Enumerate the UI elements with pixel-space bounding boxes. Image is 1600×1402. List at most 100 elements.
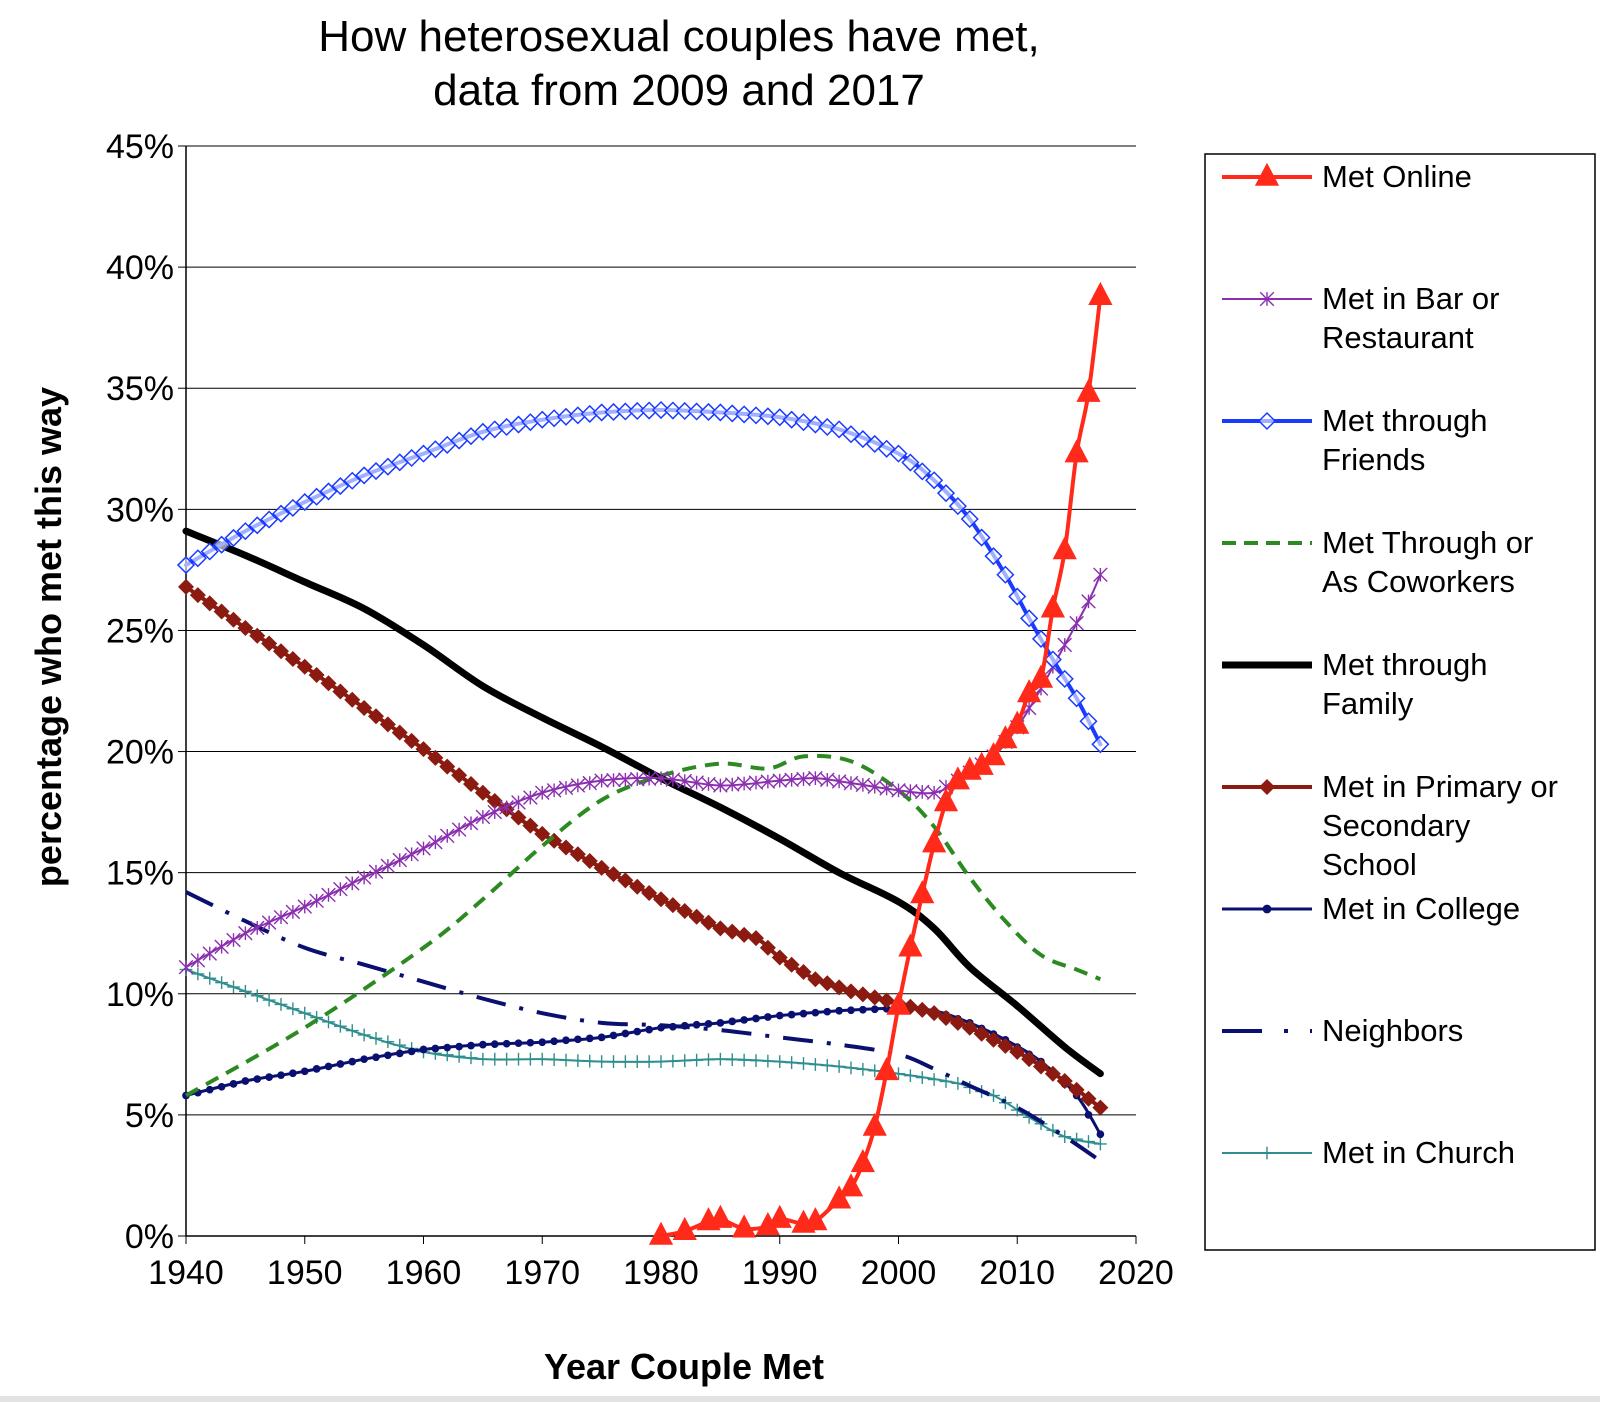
data-point xyxy=(868,1064,882,1078)
data-point xyxy=(241,1077,250,1085)
data-point xyxy=(653,770,669,786)
data-point xyxy=(538,1038,547,1047)
data-point xyxy=(1067,689,1086,708)
data-point xyxy=(823,1007,832,1016)
y-axis-title: percentage who met this way xyxy=(28,387,69,887)
data-point xyxy=(452,1049,466,1063)
data-point xyxy=(985,1031,1002,1048)
data-point xyxy=(582,775,598,791)
data-point xyxy=(439,828,455,844)
data-point xyxy=(981,742,1006,766)
data-point xyxy=(237,620,254,637)
data-point xyxy=(969,751,994,775)
data-point xyxy=(629,771,645,787)
data-point xyxy=(806,415,825,434)
data-point xyxy=(214,939,229,955)
data-point xyxy=(296,658,313,675)
series-line xyxy=(182,527,1104,1078)
data-point xyxy=(384,1051,392,1060)
data-point xyxy=(669,1022,677,1031)
series-met-through-friends xyxy=(176,400,1110,754)
data-point xyxy=(855,777,871,793)
data-point xyxy=(451,767,468,784)
data-point xyxy=(1017,679,1042,703)
data-point xyxy=(1008,587,1027,606)
data-point xyxy=(973,1025,990,1042)
data-point xyxy=(775,1011,784,1020)
y-tick-label: 5% xyxy=(125,1097,174,1135)
data-point xyxy=(487,804,503,820)
data-point xyxy=(843,983,859,1000)
data-point xyxy=(914,784,930,800)
data-point xyxy=(428,834,443,850)
data-point xyxy=(205,1085,214,1094)
data-point xyxy=(443,1043,452,1052)
data-point xyxy=(298,1006,312,1020)
data-point xyxy=(1043,650,1062,669)
data-point xyxy=(595,1055,609,1068)
data-point xyxy=(922,829,947,853)
x-tick-label: 1940 xyxy=(148,1254,224,1292)
data-point xyxy=(534,825,551,842)
data-point xyxy=(870,1005,879,1014)
data-point xyxy=(523,790,538,805)
data-point xyxy=(348,1057,357,1066)
data-point xyxy=(1056,1072,1073,1089)
data-point xyxy=(759,939,776,956)
data-point xyxy=(933,788,959,812)
data-point xyxy=(680,1021,689,1030)
data-point xyxy=(925,471,944,490)
data-point xyxy=(356,870,372,885)
data-point xyxy=(748,775,764,790)
data-point xyxy=(901,453,920,472)
data-point xyxy=(1093,1137,1107,1151)
data-point xyxy=(926,785,942,801)
data-point xyxy=(996,565,1015,584)
data-point xyxy=(903,783,918,799)
legend-item: Met in Church xyxy=(1222,1135,1515,1170)
data-point xyxy=(961,1019,978,1036)
data-point xyxy=(1057,637,1073,653)
data-point xyxy=(224,528,243,547)
data-point xyxy=(344,876,360,891)
data-point xyxy=(993,725,1018,749)
data-point xyxy=(597,1033,606,1042)
data-point xyxy=(723,404,742,423)
data-point xyxy=(1052,536,1077,560)
x-tick-label: 1970 xyxy=(504,1254,580,1292)
data-point xyxy=(593,859,610,876)
data-point xyxy=(1092,1099,1109,1116)
data-point xyxy=(648,1221,674,1245)
data-point xyxy=(677,773,693,789)
data-point xyxy=(249,627,266,644)
data-point xyxy=(728,1017,737,1026)
legend-label: Met Through or xyxy=(1322,525,1533,560)
data-point xyxy=(735,405,754,424)
data-point xyxy=(514,1039,523,1048)
data-point xyxy=(178,578,194,595)
legend-label: Friends xyxy=(1322,442,1425,477)
data-point xyxy=(229,1080,238,1088)
data-point xyxy=(343,471,362,490)
data-point xyxy=(630,1055,644,1068)
data-point xyxy=(213,603,230,620)
data-point xyxy=(711,403,730,422)
data-point xyxy=(784,772,799,788)
data-point xyxy=(277,1071,285,1080)
data-point xyxy=(605,866,622,883)
data-point xyxy=(708,1204,733,1228)
data-point xyxy=(736,926,753,943)
data-point xyxy=(419,1045,428,1054)
data-point xyxy=(606,772,621,788)
data-point xyxy=(546,832,563,849)
data-point xyxy=(320,675,337,692)
data-point xyxy=(295,493,314,512)
data-point xyxy=(794,413,813,432)
data-point xyxy=(357,1028,371,1042)
data-point xyxy=(782,410,801,429)
data-point xyxy=(262,993,276,1007)
data-point xyxy=(676,902,693,919)
data-point xyxy=(500,1052,514,1066)
data-point xyxy=(1076,378,1101,402)
data-point xyxy=(546,783,562,798)
